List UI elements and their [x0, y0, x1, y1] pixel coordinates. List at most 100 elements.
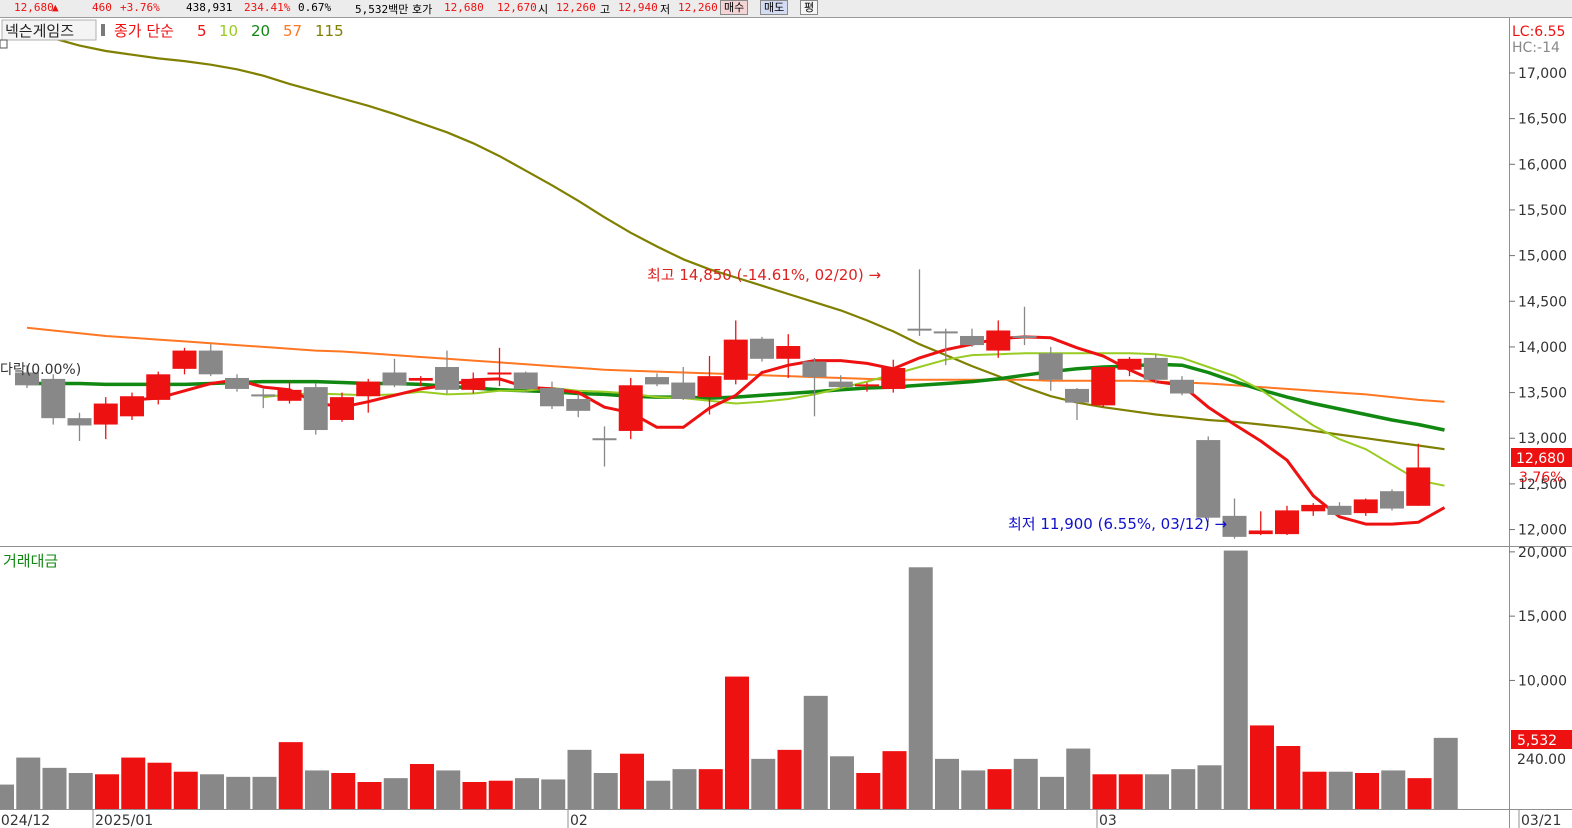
volume-bar	[1381, 770, 1406, 809]
legend-ma57: 57	[283, 22, 302, 40]
open-price: 12,260	[556, 1, 596, 14]
candle-body	[592, 438, 617, 441]
volume-bar	[488, 780, 513, 809]
date-label: 03/21	[1521, 813, 1561, 828]
volume-bar	[1223, 550, 1248, 809]
high-price: 12,940	[618, 1, 658, 14]
volume-bar	[803, 695, 828, 809]
candle	[881, 359, 906, 393]
stock-name-box[interactable]	[1, 19, 97, 41]
volume-tick-label: 20,000	[1518, 545, 1567, 561]
volume-ma-label: 240.00	[1517, 752, 1566, 768]
price-tick-label: 14,500	[1518, 294, 1567, 310]
candle	[93, 397, 118, 440]
panel-toggle-icon[interactable]	[0, 39, 8, 49]
volume-bar	[252, 776, 277, 809]
candle-body	[93, 403, 118, 425]
ma115-line	[26, 29, 1445, 451]
buy-button[interactable]: 매수	[720, 0, 749, 15]
candle-body	[1301, 504, 1326, 512]
candle	[1012, 306, 1037, 346]
candle-body	[802, 361, 827, 378]
volume-bar	[1066, 748, 1091, 809]
volume-bar	[1013, 758, 1038, 809]
candle-body	[933, 331, 958, 334]
candle	[1301, 503, 1326, 516]
chart-background	[0, 18, 1572, 828]
volume-bar	[646, 780, 671, 809]
quote-bar: 12,680 ▲ 460 +3.76% 438,931 234.41% 0.67…	[0, 0, 1572, 18]
volume-bars	[0, 550, 1458, 809]
candle-body	[1353, 499, 1378, 514]
volume-axis: 20,000 15,000 10,000	[1509, 545, 1567, 689]
candle	[1117, 356, 1142, 377]
volume-bar	[830, 756, 854, 809]
open-label: 시	[538, 3, 549, 16]
candle	[855, 382, 879, 392]
candle-body	[487, 372, 512, 375]
eval-button[interactable]: 평	[800, 0, 819, 15]
volume-panel-title: 거래대금	[3, 552, 58, 570]
volume-bar	[436, 770, 461, 809]
candle	[671, 367, 696, 400]
candle	[828, 375, 853, 389]
price-tick-label: 16,000	[1518, 157, 1567, 173]
candle	[251, 388, 276, 409]
volume-bar	[147, 762, 172, 809]
candle	[435, 350, 459, 394]
high-low-annotations: 최고 14,850 (-14.61%, 02/20) → 최저 11,900 (6…	[647, 266, 1227, 533]
date-axis: 2024/12 2025/01 02 03 03/21	[0, 809, 1561, 828]
volume-bar	[200, 774, 224, 809]
volume-bar	[1433, 737, 1458, 809]
price-tick-label: 15,500	[1518, 203, 1567, 219]
price-tick-label: 12,500	[1518, 477, 1567, 493]
volume-bar	[672, 769, 697, 809]
bid-price: 12,670	[497, 1, 537, 14]
low-label: 저	[660, 3, 671, 16]
volume-bar	[0, 784, 14, 809]
candle-body	[356, 381, 381, 397]
candle	[67, 412, 92, 441]
volume-bar	[1328, 771, 1353, 809]
candlestick-series	[15, 269, 1431, 539]
candle-body	[1327, 505, 1352, 515]
candle	[1353, 498, 1378, 516]
date-label: 2025/01	[95, 813, 153, 828]
legend-ma-label: 종가 단순	[114, 22, 174, 40]
candle	[645, 373, 669, 387]
price-change: 460	[92, 1, 112, 14]
candle	[986, 320, 1011, 358]
candle	[960, 328, 984, 347]
low-annotation: 최저 11,900 (6.55%, 03/12) →	[1008, 515, 1227, 533]
high-annotation: 최고 14,850 (-14.61%, 02/20) →	[647, 266, 881, 284]
candle	[1170, 376, 1194, 396]
volume-bar	[1250, 725, 1274, 809]
legend-ma5: 5	[197, 22, 207, 40]
candle-body	[566, 398, 591, 411]
sell-button[interactable]: 매도	[760, 0, 789, 15]
candle	[120, 392, 144, 420]
volume-bar	[16, 757, 41, 809]
candle-body	[1117, 358, 1142, 370]
candle	[382, 358, 407, 388]
candle-body	[671, 382, 696, 399]
candle-body	[540, 388, 564, 407]
price-tick-label: 13,500	[1518, 386, 1567, 402]
candle-body	[15, 372, 39, 386]
volume-bar	[751, 758, 776, 809]
candle	[1406, 443, 1431, 506]
stock-chart[interactable]: 12,000 12,500 13,000 13,500 14,000 14,500 15,0…	[0, 18, 1572, 828]
volume-bar	[1407, 778, 1432, 809]
volume-tick-label: 15,000	[1518, 609, 1567, 625]
volume-bar	[305, 770, 329, 809]
volume-bar	[961, 770, 986, 809]
legend-ma20: 20	[251, 22, 270, 40]
volume-bar	[777, 749, 802, 809]
volume-bar	[987, 769, 1012, 809]
last-price-badge	[1511, 448, 1572, 467]
volume-bar	[278, 742, 303, 809]
candle-body	[986, 330, 1011, 351]
date-label: 03	[1099, 813, 1117, 828]
volume-bar	[620, 753, 644, 809]
volume-bar	[567, 749, 592, 809]
